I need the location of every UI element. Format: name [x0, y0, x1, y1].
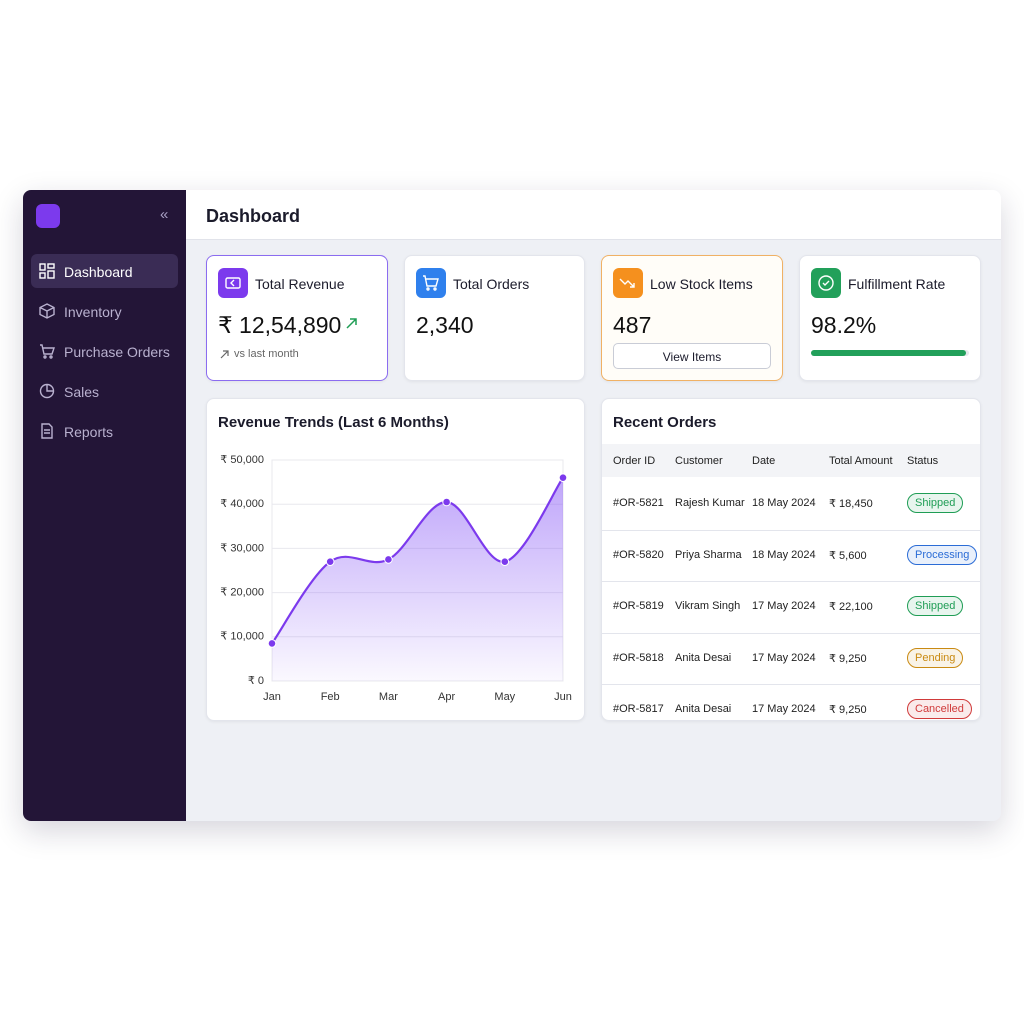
table-cell: Rajesh Kumar: [675, 497, 745, 509]
table-cell: Anita Desai: [675, 651, 732, 664]
row-divider: [602, 632, 980, 634]
x-tick-label: Jan: [263, 691, 281, 703]
status-badge: Shipped: [907, 596, 964, 616]
table-cell: ₹ 22,100: [829, 601, 873, 613]
kpi-value: 2,340: [416, 312, 474, 338]
table-cell: Vikram Singh: [675, 600, 741, 612]
table-cell: Anita Desai: [675, 703, 732, 715]
point: [558, 473, 568, 482]
nav-item[interactable]: Inventory: [31, 294, 178, 328]
y-tick-label: ₹ 40,000: [220, 498, 264, 510]
kpi-note: vs last month: [234, 348, 299, 360]
table-cell: 18 May 2024: [752, 497, 816, 509]
status-badge: Processing: [907, 544, 978, 565]
kpi-card: Total Orders 2,340: [404, 255, 585, 381]
status-badge: Cancelled: [907, 699, 972, 719]
table-cell: 17 May 2024: [752, 600, 816, 612]
nav-item[interactable]: Purchase Orders: [31, 334, 178, 368]
table-cell: ₹ 18,450: [829, 498, 873, 510]
app-window: « Dashboard Inventory Purchase Orders Sa…: [23, 190, 1001, 821]
column-header: Total Amount: [829, 455, 893, 467]
table-cell: #OR-5821: [613, 497, 664, 509]
kpi-card: Total Revenue ₹ 12,54,890 vs last month: [206, 255, 388, 381]
nav-label: Dashboard: [64, 264, 133, 280]
table-header: [602, 444, 980, 477]
x-tick-label: Jun: [554, 691, 572, 703]
column-header: Order ID: [613, 455, 656, 467]
kpi-card: Low Stock Items 487 View Items: [601, 255, 783, 381]
table-cell: Priya Sharma: [675, 548, 742, 561]
progress-bar: [811, 350, 967, 356]
x-tick-label: Mar: [379, 691, 398, 703]
y-tick-label: ₹ 0: [248, 675, 264, 687]
chart: ₹ 0 ₹ 10,000 ₹ 20,000 ₹ 30,000 ₹ 40,000 ₹ 50,…: [220, 454, 572, 703]
point: [325, 557, 335, 566]
chart-title: Revenue Trends (Last 6 Months): [218, 414, 449, 431]
kpi-title: Total Revenue: [255, 276, 345, 292]
view-items-button[interactable]: View Items: [613, 343, 771, 369]
trend-icon: [346, 318, 357, 329]
point: [500, 557, 510, 566]
kpi-icon: [811, 268, 841, 298]
row-divider: [602, 529, 980, 531]
nav-label: Purchase Orders: [64, 344, 170, 360]
chart-card: Revenue Trends (Last 6 Months) ₹ 0 ₹ 10,0…: [206, 398, 585, 721]
column-header: Status: [907, 455, 939, 467]
table-cell: ₹ 9,250: [829, 652, 867, 665]
orders-title: Recent Orders: [613, 414, 717, 431]
nav-label: Reports: [64, 424, 114, 440]
column-header: Customer: [675, 455, 723, 467]
nav-item[interactable]: Sales: [31, 374, 178, 408]
y-tick-label: ₹ 30,000: [220, 542, 264, 554]
nav-item[interactable]: Reports: [31, 414, 178, 448]
table-cell: ₹ 5,600: [829, 549, 867, 562]
trend-icon: [220, 350, 229, 359]
kpi-card: Fulfillment Rate 98.2%: [799, 255, 981, 381]
table-cell: 18 May 2024: [752, 548, 816, 561]
sidebar: « Dashboard Inventory Purchase Orders Sa…: [23, 190, 186, 821]
column-header: Date: [752, 455, 776, 467]
point: [384, 555, 393, 564]
table-cell: #OR-5818: [613, 651, 664, 664]
x-tick-label: Apr: [438, 691, 455, 703]
x-tick-label: May: [494, 691, 515, 703]
kpi-value: 98.2%: [811, 312, 877, 338]
logo[interactable]: [36, 204, 60, 228]
status-badge: Shipped: [907, 493, 964, 513]
kpi-value: ₹ 12,54,890: [218, 312, 342, 338]
orders-card: Recent Orders Order ID Customer Date Total …: [601, 398, 981, 721]
table-cell: #OR-5820: [613, 548, 664, 561]
y-tick-label: ₹ 50,000: [220, 454, 264, 466]
table-cell: ₹ 9,250: [829, 704, 867, 716]
kpi-title: Total Orders: [453, 276, 530, 292]
kpi-icon: [613, 268, 643, 298]
y-tick-label: ₹ 20,000: [220, 587, 264, 599]
row-divider: [602, 684, 980, 685]
kpi-icon: [218, 268, 248, 298]
point: [442, 497, 451, 507]
collapse-button[interactable]: «: [160, 206, 169, 223]
status-badge: Pending: [907, 647, 964, 668]
kpi-title: Fulfillment Rate: [848, 276, 946, 292]
y-tick-label: ₹ 10,000: [220, 631, 264, 643]
table-cell: #OR-5819: [613, 600, 664, 612]
table-cell: 17 May 2024: [752, 651, 816, 664]
nav-item[interactable]: Dashboard: [31, 254, 178, 288]
row-divider: [602, 581, 980, 582]
kpi-title: Low Stock Items: [650, 276, 753, 292]
kpi-icon: [416, 268, 446, 298]
progress-track: [811, 350, 969, 356]
header: Dashboard: [186, 190, 1001, 240]
nav-label: Sales: [64, 384, 100, 400]
point: [267, 639, 277, 648]
line: [271, 477, 564, 645]
kpi-value: 487: [613, 312, 652, 338]
x-tick-label: Feb: [321, 691, 340, 703]
table-cell: #OR-5817: [613, 703, 664, 715]
nav-label: Inventory: [64, 304, 122, 320]
area: [272, 477, 563, 681]
page-title: Dashboard: [206, 206, 301, 226]
table-cell: 17 May 2024: [752, 703, 816, 715]
